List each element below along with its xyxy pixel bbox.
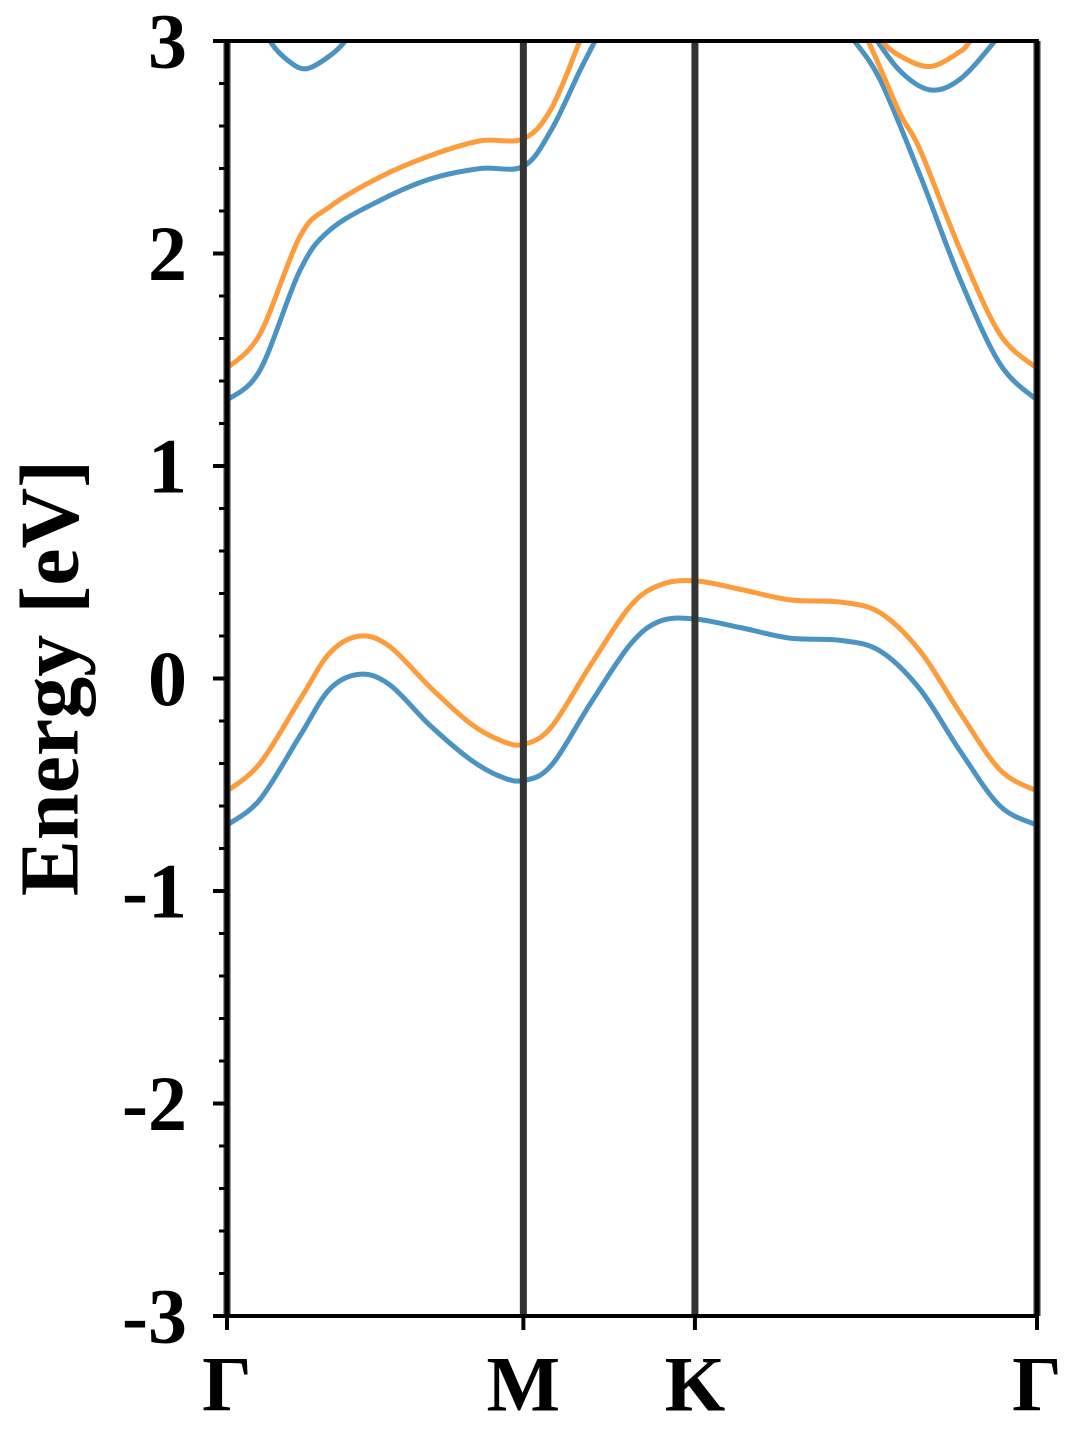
x-tick-label: Γ [202,1341,252,1428]
y-tick-label: 3 [148,0,187,85]
y-axis-label: Energy [eV] [4,460,97,896]
y-tick-label: -3 [122,1273,187,1360]
band-line [878,41,974,70]
x-tick-label: K [665,1341,726,1428]
y-tick-label: 1 [148,423,187,510]
band-line [865,41,1037,371]
y-tick-label: 0 [148,635,187,722]
x-tick-label: Γ [1012,1341,1062,1428]
band-line [874,41,999,93]
band-line [227,41,598,403]
band-line [227,41,583,371]
band-line [851,41,1037,402]
band-line [267,41,349,72]
band-line [227,578,1037,794]
y-tick-label: -1 [122,848,187,935]
y-tick-label: -2 [122,1060,187,1147]
plot-area [227,41,1037,828]
y-tick-label: 2 [148,210,187,297]
x-tick-label: M [487,1341,561,1428]
band-line [227,615,1037,828]
